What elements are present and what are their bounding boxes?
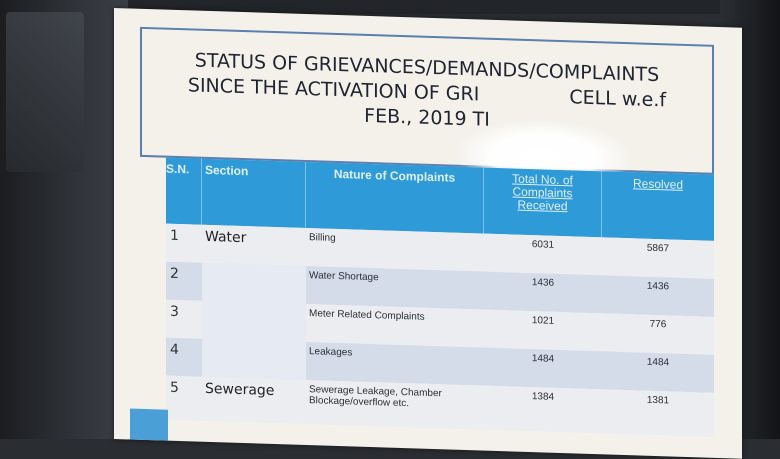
- presentation-slide: STATUS OF GRIEVANCES/DEMANDS/COMPLAINTS …: [114, 8, 742, 459]
- row-total: 1021: [531, 315, 555, 327]
- row-nature: Meter Related Complaints: [309, 308, 425, 323]
- row-nature: Sewerage Leakage, Chamber Blockage/overf…: [309, 384, 442, 410]
- monitor-bezel-top: [128, 0, 780, 14]
- row-total: 1484: [531, 353, 555, 365]
- row-sn: 4: [170, 341, 179, 359]
- row-section: [202, 300, 306, 343]
- monitor-bezel-left: [0, 0, 128, 439]
- title-line-2-tail: CELL w.e.f: [569, 86, 667, 112]
- row-nature: Leakages: [309, 346, 353, 359]
- header-total: Total No. of Complaints Received: [484, 167, 602, 238]
- row-sn: 2: [170, 265, 179, 283]
- row-total: 6031: [531, 239, 555, 251]
- row-total: 1436: [531, 277, 555, 289]
- row-resolved: 1381: [646, 394, 670, 407]
- grievance-table: S.N. Section Nature of Complaints Total …: [166, 157, 714, 437]
- row-resolved: 1436: [646, 280, 670, 293]
- row-sn: 1: [170, 227, 179, 245]
- row-section: [202, 262, 306, 305]
- row-resolved: 1484: [646, 356, 670, 369]
- row-section: Water: [205, 228, 247, 247]
- row-nature: Billing: [309, 232, 336, 244]
- row-resolved: 5867: [646, 242, 670, 255]
- row-section: Sewerage: [205, 380, 275, 400]
- row-total: 1384: [531, 391, 555, 403]
- header-section: Section: [202, 158, 306, 229]
- slide-accent-block: [130, 408, 168, 450]
- header-nature: Nature of Complaints: [306, 162, 484, 234]
- row-nature: Water Shortage: [309, 270, 379, 284]
- row-resolved: 776: [649, 318, 667, 331]
- header-sn: S.N.: [166, 157, 202, 225]
- row-sn: 3: [170, 303, 179, 321]
- row-sn: 5: [170, 379, 179, 397]
- header-resolved: Resolved: [632, 176, 684, 192]
- row-section: [202, 338, 306, 381]
